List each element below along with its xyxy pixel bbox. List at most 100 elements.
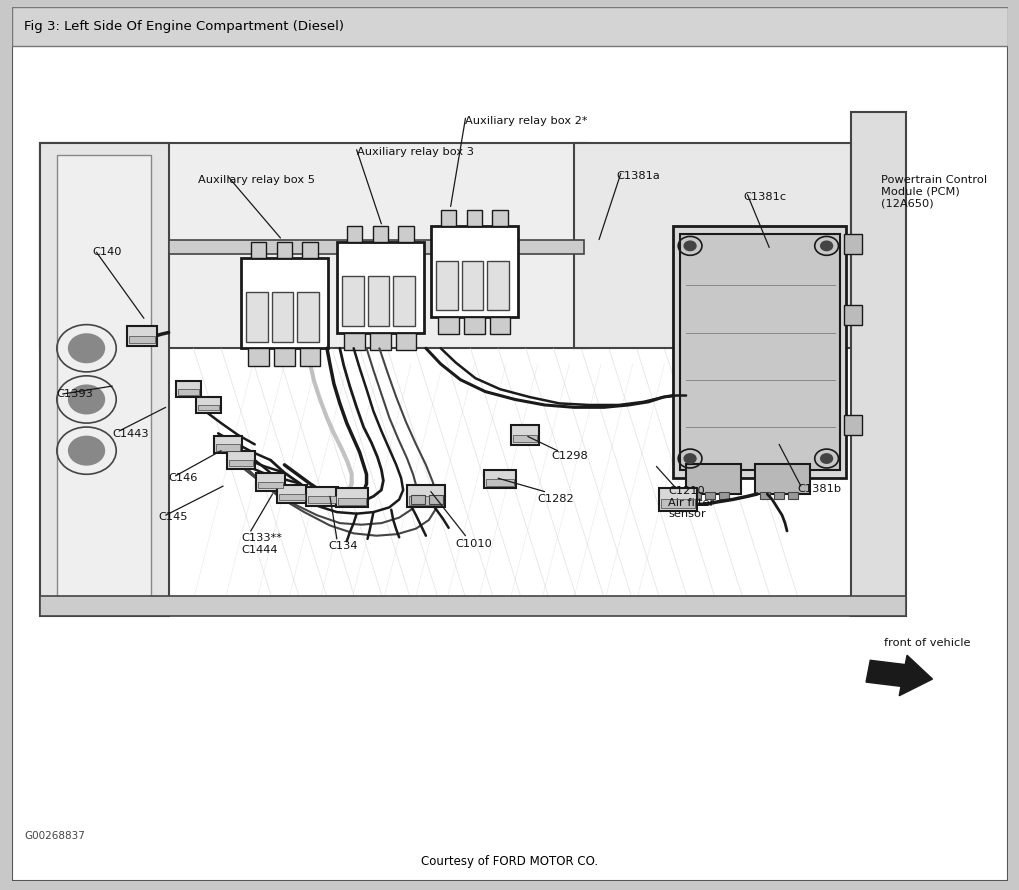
Bar: [256, 473, 285, 490]
Bar: [12, 7, 1007, 46]
Bar: [370, 333, 390, 350]
FancyArrow shape: [865, 655, 931, 696]
Bar: [227, 451, 255, 469]
Bar: [788, 491, 797, 499]
Circle shape: [68, 436, 104, 465]
Bar: [492, 210, 507, 226]
Circle shape: [820, 241, 832, 251]
Bar: [308, 497, 335, 504]
Bar: [168, 239, 584, 254]
Bar: [344, 333, 365, 350]
Bar: [467, 210, 482, 226]
Bar: [336, 242, 424, 333]
Bar: [486, 479, 514, 486]
Text: C1381c: C1381c: [743, 192, 786, 202]
Text: C1010: C1010: [455, 538, 492, 549]
Bar: [129, 336, 155, 344]
Bar: [851, 112, 905, 616]
Bar: [759, 491, 769, 499]
Bar: [513, 435, 536, 442]
Bar: [271, 292, 293, 342]
Bar: [335, 489, 367, 507]
Text: G00268837: G00268837: [24, 831, 85, 841]
Text: Powertrain Control
Module (PCM)
(12A650): Powertrain Control Module (PCM) (12A650): [880, 175, 986, 208]
Bar: [127, 326, 157, 345]
Bar: [844, 416, 861, 435]
Text: C146: C146: [168, 473, 198, 482]
Bar: [574, 143, 851, 348]
Bar: [691, 491, 700, 499]
Bar: [249, 348, 269, 366]
Circle shape: [820, 454, 832, 464]
Text: Fig 3: Left Side Of Engine Compartment (Diesel): Fig 3: Left Side Of Engine Compartment (…: [24, 20, 343, 33]
Bar: [246, 292, 267, 342]
Bar: [680, 234, 840, 470]
Bar: [229, 460, 253, 466]
Text: C1210
Air filter
sensor: C1210 Air filter sensor: [667, 486, 714, 519]
Bar: [276, 242, 291, 258]
Bar: [428, 495, 442, 505]
Bar: [755, 464, 809, 494]
Bar: [372, 226, 387, 242]
Bar: [57, 155, 151, 604]
Bar: [251, 242, 266, 258]
Text: C1282: C1282: [537, 494, 574, 504]
Bar: [435, 261, 458, 311]
Text: C1298: C1298: [551, 450, 588, 461]
Bar: [178, 389, 199, 395]
Bar: [240, 258, 328, 348]
Text: Courtesy of FORD MOTOR CO.: Courtesy of FORD MOTOR CO.: [421, 855, 598, 869]
Bar: [464, 317, 484, 334]
Bar: [12, 7, 1007, 46]
Text: C1393: C1393: [57, 389, 94, 400]
Text: C134: C134: [328, 541, 357, 551]
Bar: [341, 277, 363, 327]
Bar: [718, 491, 728, 499]
Bar: [660, 499, 694, 508]
Bar: [484, 470, 516, 489]
Circle shape: [78, 393, 95, 406]
Bar: [277, 485, 307, 503]
Bar: [487, 261, 508, 311]
Polygon shape: [40, 143, 628, 348]
Bar: [198, 405, 218, 410]
Circle shape: [68, 385, 104, 414]
Bar: [461, 261, 483, 311]
Bar: [302, 242, 318, 258]
Bar: [346, 226, 362, 242]
Bar: [274, 348, 294, 366]
Bar: [409, 497, 442, 505]
Bar: [658, 489, 696, 511]
Bar: [176, 381, 201, 397]
Bar: [489, 317, 510, 334]
Text: C1381b: C1381b: [796, 484, 841, 494]
Circle shape: [68, 334, 104, 362]
Bar: [398, 226, 414, 242]
Bar: [773, 491, 784, 499]
Text: C1443: C1443: [112, 429, 149, 439]
Circle shape: [78, 444, 95, 457]
Text: Auxiliary relay box 5: Auxiliary relay box 5: [198, 175, 315, 185]
Bar: [40, 596, 905, 616]
Bar: [306, 487, 337, 506]
Bar: [367, 277, 389, 327]
Text: front of vehicle: front of vehicle: [883, 638, 969, 648]
Circle shape: [684, 454, 695, 464]
Text: Auxiliary relay box 2*: Auxiliary relay box 2*: [465, 116, 587, 125]
Bar: [686, 464, 740, 494]
Bar: [673, 226, 846, 478]
Bar: [214, 436, 242, 453]
Bar: [407, 485, 444, 507]
Text: C133**
C1444: C133** C1444: [240, 533, 281, 555]
Bar: [393, 277, 415, 327]
Circle shape: [78, 342, 95, 354]
Circle shape: [684, 241, 695, 251]
Bar: [430, 226, 518, 317]
Bar: [704, 491, 714, 499]
Bar: [258, 482, 283, 489]
Bar: [844, 234, 861, 254]
Bar: [438, 317, 459, 334]
Bar: [844, 305, 861, 325]
Text: C145: C145: [159, 512, 189, 522]
Text: Auxiliary relay box 3: Auxiliary relay box 3: [357, 148, 473, 158]
